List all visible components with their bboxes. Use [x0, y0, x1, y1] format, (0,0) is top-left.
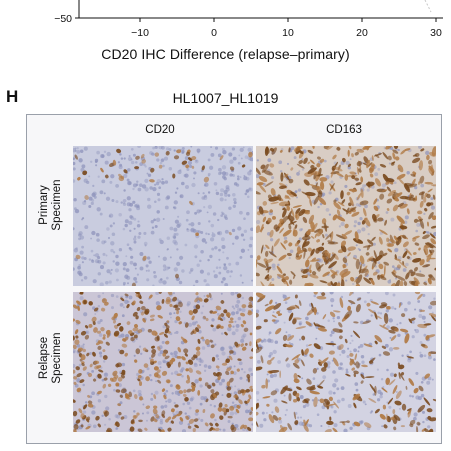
- x-tick-label: −10: [131, 27, 149, 39]
- column-header-cd20: CD20: [145, 124, 175, 136]
- row-label-line: Relapse: [38, 336, 50, 380]
- tissue-texture: [73, 292, 253, 432]
- x-axis-title: CD20 IHC Difference (relapse–primary): [101, 46, 350, 62]
- panel-title: HL1007_HL1019: [172, 90, 279, 106]
- row-label-relapse: Relapse Specimen: [38, 288, 64, 428]
- row-label-line: Specimen: [51, 179, 63, 231]
- row-label-primary: Primary Specimen: [38, 135, 64, 275]
- micrograph-primary-cd163: [256, 146, 436, 286]
- tissue-texture: [73, 146, 253, 286]
- column-header-cd163: CD163: [326, 124, 362, 136]
- micrograph-primary-cd20: [73, 146, 253, 286]
- x-tick-label: 20: [356, 27, 368, 39]
- micrograph-relapse-cd20: [73, 292, 253, 432]
- tissue-texture: [256, 292, 436, 432]
- row-label-line: Specimen: [51, 332, 63, 384]
- x-axis-fragment: −50 −10 0 10 20 30: [54, 0, 443, 39]
- y-tick-label: −50: [54, 13, 72, 25]
- row-label-line: Primary: [38, 185, 50, 225]
- micrograph-relapse-cd163: [256, 292, 436, 432]
- x-tick-label: 10: [282, 27, 294, 39]
- x-tick-label: 30: [430, 27, 442, 39]
- x-ticks: −10 0 10 20 30: [131, 18, 442, 39]
- x-tick-label: 0: [211, 27, 217, 39]
- faint-trace: [424, 0, 432, 13]
- panel-letter: H: [6, 87, 19, 106]
- tissue-texture: [256, 146, 436, 286]
